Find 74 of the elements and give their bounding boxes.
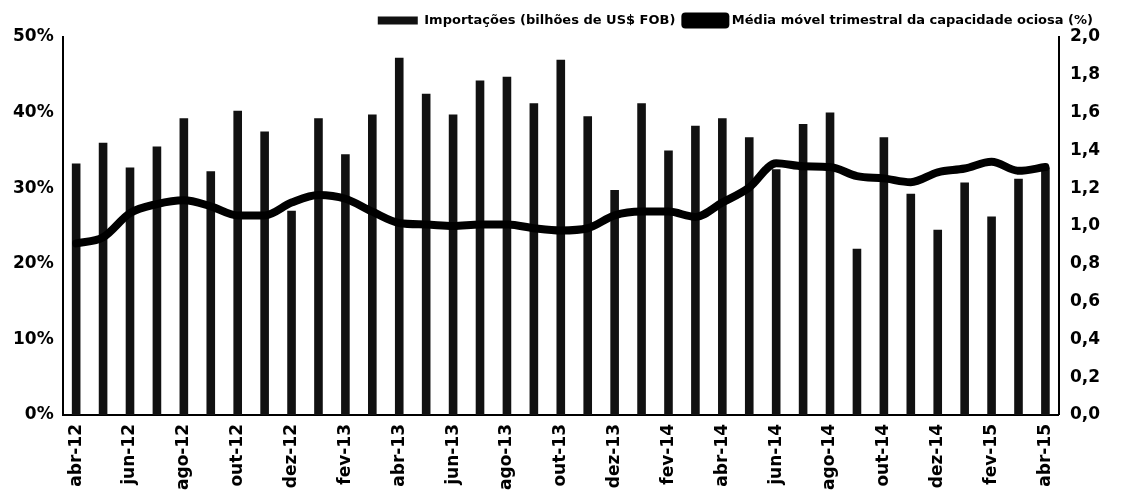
bar <box>341 154 350 415</box>
bar <box>879 137 889 415</box>
bar <box>798 123 808 415</box>
y-tick-label: 0% <box>24 403 54 424</box>
x-tick-label: jun-13 <box>441 423 462 486</box>
bar <box>718 118 727 415</box>
bar <box>933 229 943 415</box>
x-tick-label: out-14 <box>872 423 893 487</box>
x-tick-label: fev-14 <box>656 423 677 485</box>
bar <box>179 118 189 415</box>
bar <box>394 57 404 415</box>
bar <box>664 150 673 415</box>
x-tick-label: fev-15 <box>980 423 1000 485</box>
bar <box>206 171 216 415</box>
bar <box>771 169 781 415</box>
bar <box>502 76 512 415</box>
x-tick-label: out-13 <box>549 423 570 487</box>
bar <box>852 248 862 415</box>
y2-tick-label: 0,6 <box>1069 290 1101 310</box>
bar <box>556 59 566 415</box>
y2-tick-label: 0,4 <box>1069 327 1101 348</box>
bar <box>637 103 646 415</box>
bar <box>475 80 485 415</box>
bar <box>987 216 996 415</box>
bar <box>98 142 108 415</box>
y2-tick-label: 1,4 <box>1069 138 1101 159</box>
bar <box>448 114 458 415</box>
bar <box>233 110 243 415</box>
y-tick-label: 30% <box>12 176 54 197</box>
y-tick-label: 10% <box>12 327 54 348</box>
y2-tick-label: 1,0 <box>1069 214 1101 235</box>
x-tick-label: dez-13 <box>603 423 624 489</box>
bar <box>610 190 619 415</box>
x-tick-label: fev-13 <box>333 423 354 485</box>
x-tick-label: ago-14 <box>818 423 839 491</box>
bar <box>960 182 969 415</box>
bar <box>260 131 269 415</box>
bar <box>744 137 754 415</box>
bar <box>421 93 431 415</box>
y2-tick-label: 1,2 <box>1069 176 1101 197</box>
x-tick-label: abr-13 <box>387 423 408 487</box>
x-tick-label: dez-14 <box>926 423 947 489</box>
bar <box>529 103 539 415</box>
legend-label: Média móvel trimestral da capacidade ociosa (%) <box>731 11 1094 27</box>
x-tick-label: ago-12 <box>172 423 193 491</box>
x-tick-label: jun-12 <box>118 423 139 486</box>
y2-tick-label: 1,8 <box>1069 63 1101 84</box>
y-tick-label: 50% <box>12 25 54 46</box>
y2-tick-label: 2,0 <box>1069 25 1101 46</box>
bar <box>152 146 162 415</box>
bar <box>287 210 296 415</box>
bar <box>906 193 916 415</box>
bar <box>1041 167 1050 415</box>
y-tick-label: 20% <box>12 252 54 273</box>
y-tick-label: 40% <box>12 101 54 122</box>
legend-label: Importações (bilhões de US$ FOB) <box>424 11 676 27</box>
bar <box>1014 178 1023 415</box>
x-tick-label: abr-14 <box>710 423 731 487</box>
bar <box>825 112 835 415</box>
x-tick-label: jun-14 <box>764 423 785 486</box>
bar <box>314 118 323 415</box>
y2-tick-label: 0,0 <box>1069 403 1101 424</box>
y2-tick-label: 1,6 <box>1069 101 1101 122</box>
x-tick-label: ago-13 <box>495 423 516 491</box>
y2-tick-label: 0,2 <box>1069 365 1101 386</box>
x-tick-label: abr-15 <box>1033 423 1054 487</box>
bar <box>583 116 593 415</box>
x-tick-label: out-12 <box>226 423 247 487</box>
x-tick-label: dez-12 <box>279 423 300 489</box>
y2-tick-label: 0,8 <box>1069 252 1101 273</box>
bar <box>368 114 377 415</box>
bar <box>71 163 81 415</box>
x-tick-label: abr-12 <box>64 423 85 487</box>
bar <box>691 125 700 415</box>
